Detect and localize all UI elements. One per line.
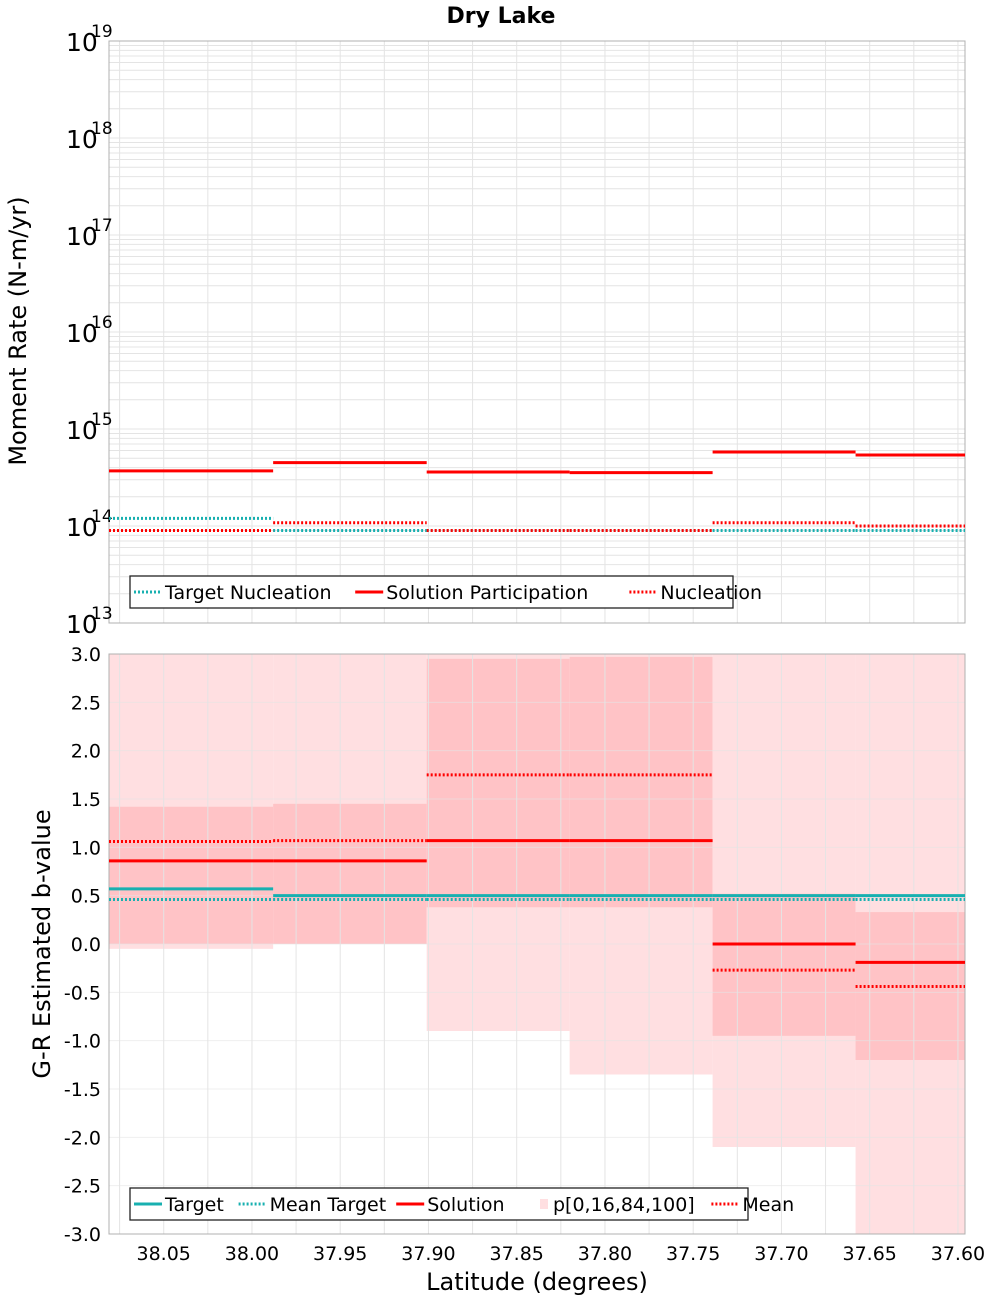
y-tick-label: 10 xyxy=(66,610,98,639)
percentile-band-inner xyxy=(855,912,965,1060)
chart-title: Dry Lake xyxy=(447,4,556,29)
y-tick-exponent: 16 xyxy=(91,313,113,333)
y-tick-exponent: 15 xyxy=(91,410,113,430)
x-axis-label: Latitude (degrees) xyxy=(426,1268,648,1296)
legend-label: Target xyxy=(164,1194,224,1216)
plot-frame xyxy=(108,653,966,1235)
percentile-band-inner xyxy=(569,656,713,908)
y-tick-label: 10 xyxy=(66,513,98,542)
b-value-panel: 3.0 2.5 2.0 1.5 1.0 0.5 0.0 -0.5 -1.0 -1.5 -2.0 -2.… xyxy=(64,644,985,1265)
y-tick-exponent: 18 xyxy=(91,119,113,139)
plot-frame xyxy=(108,40,966,624)
x-tick-label: 37.85 xyxy=(489,1243,543,1265)
y-tick-exponent: 13 xyxy=(91,604,113,624)
y-tick-label: 10 xyxy=(66,28,98,57)
x-tick-label: 38.05 xyxy=(137,1243,191,1265)
legend-label: Mean Target xyxy=(270,1194,387,1216)
legend-label: Nucleation xyxy=(660,582,762,604)
y-tick-label: -0.5 xyxy=(64,982,101,1004)
y-tick-label: -1.0 xyxy=(64,1031,101,1053)
y-tick-label: 10 xyxy=(66,416,98,445)
percentile-band-inner xyxy=(109,806,274,944)
legend-label: Solution xyxy=(427,1194,504,1216)
bottom-y-axis-label: G-R Estimated b-value xyxy=(28,809,56,1078)
legend-box xyxy=(129,575,734,609)
percentile-band-inner xyxy=(712,893,856,1036)
y-tick-label: -2.0 xyxy=(64,1127,101,1149)
y-tick-label: 10 xyxy=(66,319,98,348)
y-tick-exponent: 17 xyxy=(91,216,113,236)
x-tick-label: 38.00 xyxy=(225,1243,279,1265)
x-tick-label: 37.70 xyxy=(754,1243,808,1265)
y-tick-label: 2.5 xyxy=(71,692,101,714)
y-tick-label: 1.0 xyxy=(71,837,101,859)
x-tick-label: 37.95 xyxy=(313,1243,367,1265)
y-tick-label: 10 xyxy=(66,222,98,251)
y-tick-label: 0.5 xyxy=(71,886,101,908)
y-tick-label: -3.0 xyxy=(64,1224,101,1246)
y-tick-label: 3.0 xyxy=(71,644,101,666)
legend-label: p[0,16,84,100] xyxy=(553,1194,695,1216)
y-tick-label: -2.5 xyxy=(64,1176,101,1198)
top-y-axis-label: Moment Rate (N-m/yr) xyxy=(4,196,32,465)
percentile-band-inner xyxy=(426,658,570,908)
y-tick-label: 0.0 xyxy=(71,934,101,956)
legend-label: Target Nucleation xyxy=(164,582,332,604)
legend-label: Mean xyxy=(742,1194,794,1216)
x-tick-label: 37.60 xyxy=(931,1243,985,1265)
y-tick-exponent: 19 xyxy=(91,22,113,42)
y-tick-label: 10 xyxy=(66,125,98,154)
y-tick-label: 2.0 xyxy=(71,741,101,763)
x-tick-label: 37.90 xyxy=(401,1243,455,1265)
legend-box xyxy=(129,1187,749,1221)
y-tick-label: 1.5 xyxy=(71,789,101,811)
legend-swatch xyxy=(540,1199,548,1209)
y-tick-label: -1.5 xyxy=(64,1079,101,1101)
x-tick-label: 37.65 xyxy=(842,1243,896,1265)
legend-label: Solution Participation xyxy=(386,582,588,604)
y-tick-exponent: 14 xyxy=(91,507,113,527)
x-tick-label: 37.75 xyxy=(666,1243,720,1265)
x-tick-label: 37.80 xyxy=(578,1243,632,1265)
percentile-band-inner xyxy=(273,803,427,944)
